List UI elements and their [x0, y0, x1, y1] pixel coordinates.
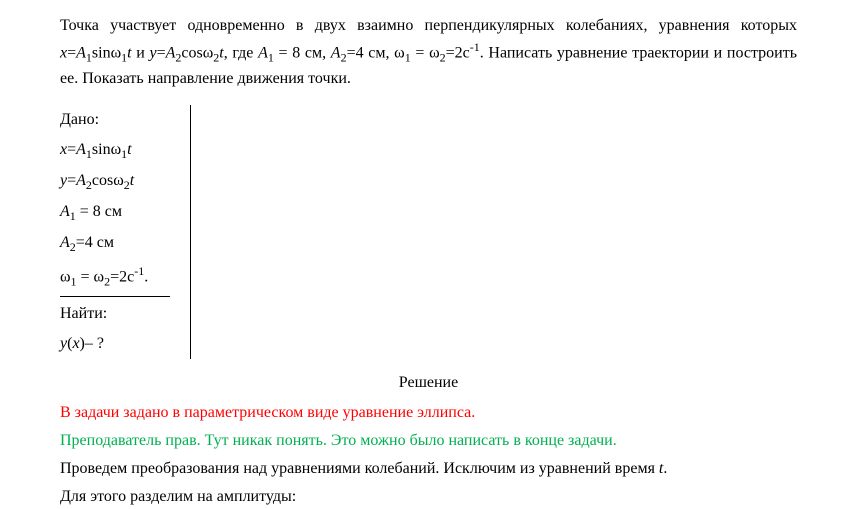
var-x: x: [72, 335, 79, 352]
text-fragment: sinω: [92, 141, 121, 158]
text-fragment: .: [663, 460, 667, 477]
text-fragment: = ω: [411, 44, 440, 61]
text-fragment: =: [67, 141, 76, 158]
var-A: A: [258, 44, 268, 61]
solution-line: Проведем преобразования над уравнениями …: [60, 457, 797, 481]
sup-neg1: -1: [470, 40, 480, 54]
given-column: Дано: x=A1sinω1t y=A2cosω2t A1 = 8 см A2…: [60, 105, 191, 359]
find-title: Найти:: [60, 299, 170, 329]
text-fragment: = ω: [77, 269, 105, 286]
text-fragment: =2с: [110, 269, 134, 286]
text-fragment: и: [132, 44, 150, 61]
text-fragment: cosω: [181, 44, 213, 61]
var-A: A: [331, 44, 341, 61]
sup-neg1: -1: [134, 264, 144, 278]
text-fragment: =2с: [446, 44, 470, 61]
text-fragment: =4 см, ω: [347, 44, 405, 61]
divider: [60, 296, 170, 297]
var-t: t: [127, 141, 131, 158]
text-fragment: ω: [60, 269, 71, 286]
given-line: x=A1sinω1t: [60, 135, 170, 166]
text-fragment: =4 см: [76, 234, 114, 251]
var-t: t: [130, 172, 134, 189]
text-fragment: =: [67, 172, 76, 189]
var-A: A: [76, 141, 86, 158]
problem-text: Точка участвует одновременно в двух взаи…: [60, 14, 797, 91]
var-y: y: [149, 44, 156, 61]
var-A: A: [60, 203, 70, 220]
text-fragment: sinω: [92, 44, 121, 61]
text-fragment: )– ?: [80, 335, 104, 352]
given-line: A2=4 см: [60, 228, 170, 259]
var-A: A: [76, 44, 86, 61]
text-fragment: cosω: [92, 172, 124, 189]
var-A: A: [166, 44, 176, 61]
given-block: Дано: x=A1sinω1t y=A2cosω2t A1 = 8 см A2…: [60, 105, 797, 359]
text-fragment: =: [67, 44, 76, 61]
solution-line: Для этого разделим на амплитуды:: [60, 485, 797, 509]
var-A: A: [60, 234, 70, 251]
var-A: A: [76, 172, 86, 189]
solution-line-green: Преподаватель прав. Тут никак понять. Эт…: [60, 429, 797, 453]
text-fragment: , где: [224, 44, 258, 61]
problem-statement: Точка участвует одновременно в двух взаи…: [60, 14, 797, 91]
given-line: ω1 = ω2=2с-1.: [60, 259, 170, 294]
given-title: Дано:: [60, 105, 170, 135]
page: Точка участвует одновременно в двух взаи…: [0, 0, 847, 501]
text-fragment: Точка участвует одновременно в двух взаи…: [60, 17, 797, 34]
given-line: A1 = 8 см: [60, 197, 170, 228]
text-fragment: = 8 см: [76, 203, 122, 220]
given-line: y=A2cosω2t: [60, 166, 170, 197]
text-fragment: =: [157, 44, 166, 61]
find-line: y(x)– ?: [60, 329, 170, 359]
solution-line-red: В задачи задано в параметрическом виде у…: [60, 401, 797, 425]
text-fragment: = 8 см,: [274, 44, 331, 61]
text-fragment: .: [144, 269, 148, 286]
solution-title: Решение: [60, 371, 797, 395]
text-fragment: Проведем преобразования над уравнениями …: [60, 460, 659, 477]
